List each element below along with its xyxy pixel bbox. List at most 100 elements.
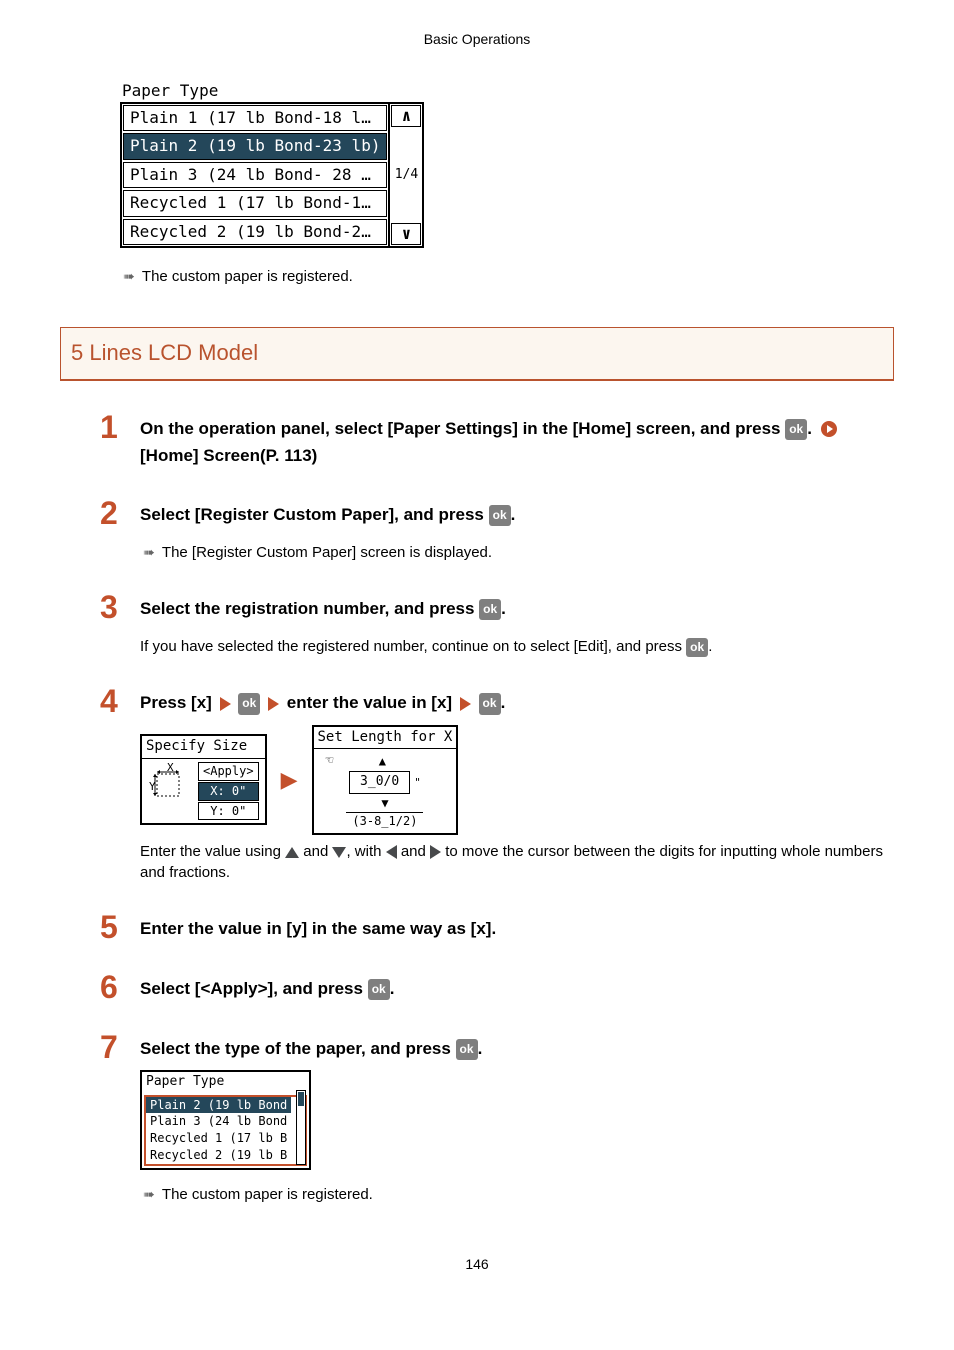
result-arrow-icon: ➠ <box>120 267 138 287</box>
step-text: Press [x] <box>140 693 217 712</box>
step-text: Select [Register Custom Paper], and pres… <box>140 505 489 524</box>
y-value[interactable]: Y: 0" <box>198 802 259 821</box>
mini-lcd-title: Set Length for X <box>314 727 457 750</box>
step-title: Select the type of the paper, and press … <box>140 1035 894 1062</box>
step-6: 6 Select [<Apply>], and press ok. <box>100 971 894 1003</box>
step-title: Select the registration number, and pres… <box>140 595 894 622</box>
result-text-content: The custom paper is registered. <box>142 268 353 285</box>
page-header: Basic Operations <box>60 30 894 50</box>
step-title: On the operation panel, select [Paper Se… <box>140 415 894 469</box>
page-number: 146 <box>60 1255 894 1275</box>
step-text: Select [<Apply>], and press <box>140 979 368 998</box>
lcd-row[interactable]: Recycled 2 (19 lb Bond-2… <box>123 219 387 245</box>
ok-icon: ok <box>686 638 708 657</box>
lcd-row[interactable]: Plain 3 (24 lb Bond- 28 … <box>123 162 387 188</box>
ok-icon: ok <box>479 599 501 620</box>
step-text: Select the type of the paper, and press <box>140 1039 456 1058</box>
unit-label: " <box>414 775 421 790</box>
mini-lcd-title: Specify Size <box>142 736 265 759</box>
link-arrow-icon <box>821 421 837 437</box>
x-value[interactable]: X: 0" <box>198 782 259 801</box>
step-text: enter the value in [x] <box>287 693 457 712</box>
step-sub-text: If you have selected the registered numb… <box>140 638 686 655</box>
step-number: 7 <box>100 1031 126 1205</box>
mini7-row[interactable]: Plain 2 (19 lb Bond <box>146 1097 291 1114</box>
flow-arrow-icon: ▶ <box>281 765 298 796</box>
desc-text: and <box>299 843 332 860</box>
paper-type-mini-screen: Paper Type Plain 2 (19 lb Bond Plain 3 (… <box>140 1070 311 1169</box>
down-triangle-icon <box>332 847 346 858</box>
mini7-row[interactable]: Recycled 1 (17 lb B <box>146 1130 291 1147</box>
left-triangle-icon <box>386 845 397 859</box>
step-5: 5 Enter the value in [y] in the same way… <box>100 911 894 943</box>
play-arrow-icon <box>460 697 471 711</box>
step-number: 5 <box>100 911 126 943</box>
step-title: Press [x] ok enter the value in [x] ok. <box>140 689 894 716</box>
mini7-row[interactable]: Recycled 2 (19 lb B <box>146 1147 291 1164</box>
step-text: Select the registration number, and pres… <box>140 599 479 618</box>
step-title: Enter the value in [y] in the same way a… <box>140 915 894 942</box>
range-label: (3-8_1/2) <box>346 812 423 830</box>
step-number: 3 <box>100 591 126 657</box>
scroll-up-icon[interactable]: ∧ <box>391 105 421 127</box>
step-sub-text: . <box>708 638 712 655</box>
step-number: 1 <box>100 411 126 469</box>
ok-icon: ok <box>368 979 390 1000</box>
step-7: 7 Select the type of the paper, and pres… <box>100 1031 894 1205</box>
step-desc: Enter the value using and , with and to … <box>140 841 894 883</box>
size-diagram-icon: X Y <box>148 762 194 810</box>
step-text: On the operation panel, select [Paper Se… <box>140 419 785 438</box>
scroll-down-icon[interactable]: ∨ <box>391 223 421 245</box>
step-sub-text: The [Register Custom Paper] screen is di… <box>162 544 492 561</box>
step-title: Select [Register Custom Paper], and pres… <box>140 501 894 528</box>
scroll-page-indicator: 1/4 <box>390 128 422 222</box>
mini7-scrollbar[interactable] <box>296 1090 306 1164</box>
lcd-row[interactable]: Recycled 1 (17 lb Bond-1… <box>123 190 387 216</box>
mini7-title: Paper Type <box>142 1072 309 1092</box>
lcd-scrollbar: ∧ 1/4 ∨ <box>388 104 422 246</box>
step-text: . <box>807 419 816 438</box>
specify-size-screen: Specify Size X Y <box>140 734 267 825</box>
mini7-row[interactable]: Plain 3 (24 lb Bond <box>146 1113 291 1130</box>
result-text-content: The custom paper is registered. <box>162 1186 373 1203</box>
step-title: Select [<Apply>], and press ok. <box>140 975 894 1002</box>
ok-icon: ok <box>489 505 511 526</box>
step-text: . <box>501 599 506 618</box>
right-triangle-icon <box>430 845 441 859</box>
result-text: ➠ The custom paper is registered. <box>120 266 894 287</box>
lcd-list: Plain 1 (17 lb Bond-18 l… Plain 2 (19 lb… <box>122 104 388 246</box>
lcd-title: Paper Type <box>120 80 424 102</box>
step-1: 1 On the operation panel, select [Paper … <box>100 411 894 469</box>
desc-text: and <box>397 843 430 860</box>
step-text: . <box>390 979 395 998</box>
up-arrow-icon[interactable]: ▲ <box>379 753 386 770</box>
step-3: 3 Select the registration number, and pr… <box>100 591 894 657</box>
result-arrow-icon: ➠ <box>140 1185 158 1205</box>
step-4: 4 Press [x] ok enter the value in [x] ok… <box>100 685 894 883</box>
mini-screens-row: Specify Size X Y <box>140 725 894 836</box>
hand-icon: ☜ <box>326 752 334 770</box>
ok-icon: ok <box>479 693 501 714</box>
step-sub: ➠ The [Register Custom Paper] screen is … <box>140 542 894 563</box>
apply-option[interactable]: <Apply> <box>198 762 259 781</box>
step-text: . <box>511 505 516 524</box>
section-heading: 5 Lines LCD Model <box>60 327 894 381</box>
step-sub: If you have selected the registered numb… <box>140 636 894 657</box>
up-triangle-icon <box>285 847 299 858</box>
step-result: ➠ The custom paper is registered. <box>140 1184 894 1205</box>
step-text: . <box>501 693 506 712</box>
step-number: 6 <box>100 971 126 1003</box>
desc-text: Enter the value using <box>140 843 285 860</box>
lcd-row[interactable]: Plain 1 (17 lb Bond-18 l… <box>123 105 387 131</box>
step-text: . <box>478 1039 483 1058</box>
length-value[interactable]: 3_0/0 <box>349 771 410 793</box>
step-link[interactable]: [Home] Screen(P. 113) <box>140 446 317 465</box>
ok-icon: ok <box>238 693 260 714</box>
set-length-screen: Set Length for X ☜ ▲ 3_0/0 " ▼ (3-8_1/2) <box>312 725 459 836</box>
play-arrow-icon <box>220 697 231 711</box>
spec-values: <Apply> X: 0" Y: 0" <box>198 762 259 820</box>
ok-icon: ok <box>456 1039 478 1060</box>
down-arrow-icon[interactable]: ▼ <box>381 795 388 812</box>
lcd-row[interactable]: Plain 2 (19 lb Bond-23 lb) <box>123 133 387 159</box>
desc-text: , with <box>346 843 385 860</box>
